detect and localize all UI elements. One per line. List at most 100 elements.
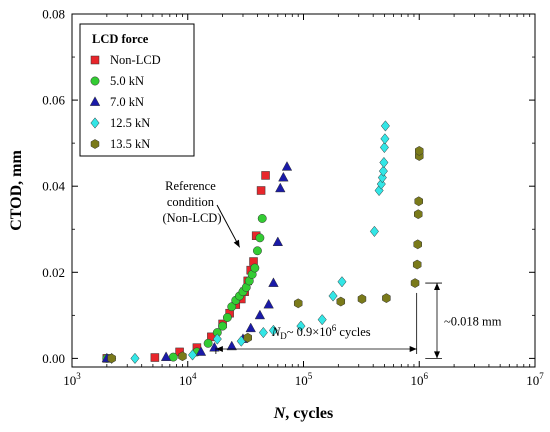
legend-label: Non-LCD [110, 53, 161, 67]
data-point [150, 353, 160, 362]
data-point [252, 246, 262, 256]
y-tick-label: 0.08 [42, 7, 65, 22]
data-point [379, 141, 389, 154]
data-point [382, 293, 391, 304]
y-tick-label: 0.00 [42, 351, 65, 366]
x-axis-title: N, cycles [273, 405, 334, 422]
data-point [203, 338, 213, 348]
data-point [243, 332, 252, 343]
axis-ticks [71, 13, 536, 367]
data-point [369, 225, 379, 237]
x-tick-exponent: 3 [76, 371, 81, 381]
reference-arrowhead [233, 239, 240, 248]
data-point [256, 186, 266, 195]
data-point [336, 296, 346, 307]
data-point [413, 239, 422, 250]
reference-condition-label: Reference condition (Non-LCD) [162, 179, 221, 225]
nd-subscript: D [280, 331, 287, 341]
reference-line-3: (Non-LCD) [162, 211, 221, 225]
x-tick-base: 10 [411, 373, 424, 388]
x-tick-label: 103 [63, 371, 81, 388]
legend-items: Non-LCD 5.0 kN 7.0 kN 12.5 kN 13.5 kN [89, 53, 161, 151]
nd-value: ~ 0.9×10 [287, 325, 332, 339]
data-point [263, 298, 274, 309]
nd-exponent: 6 [332, 323, 337, 333]
data-point [357, 294, 367, 304]
legend-title: LCD force [92, 32, 149, 46]
data-point [272, 236, 284, 247]
legend-item: 12.5 kN [90, 116, 150, 130]
data-point [380, 120, 390, 132]
data-point [245, 322, 256, 333]
data-point [278, 171, 289, 182]
legend-label: 13.5 kN [110, 137, 150, 151]
y-tick-label: 0.02 [42, 265, 65, 280]
data-point [415, 146, 424, 156]
data-point [337, 276, 347, 288]
legend-item: 7.0 kN [89, 95, 144, 109]
data-point [414, 209, 423, 220]
data-point [227, 302, 237, 312]
legend-box [79, 23, 195, 157]
data-point [257, 214, 267, 223]
ctod-arrowhead-bottom [434, 351, 440, 359]
x-tick-base: 10 [179, 373, 192, 388]
data-point [379, 156, 389, 169]
x-tick-exponent: 6 [424, 371, 429, 381]
data-point [414, 196, 423, 207]
data-point [378, 165, 388, 177]
data-marks [101, 120, 424, 364]
legend: LCD force Non-LCD 5.0 kN 7.0 kN 12.5 kN 13.5… [79, 23, 195, 157]
x-tick-base: 10 [63, 373, 76, 388]
data-point [296, 320, 306, 332]
data-point [178, 351, 187, 362]
x-tick-exponent: 5 [308, 371, 313, 381]
data-point [268, 277, 279, 287]
y-axis-title: CTOD, mm [8, 150, 25, 231]
data-point [317, 314, 327, 326]
series-13-5-kn [107, 146, 424, 364]
legend-marker [90, 139, 100, 149]
data-point [218, 321, 228, 331]
x-axis-title-variable: N [273, 405, 287, 422]
ctod-span-label: ~0.018 mm [444, 315, 502, 329]
x-tick-exponent: 4 [192, 371, 197, 381]
reference-arrow [216, 204, 241, 248]
data-point [255, 233, 265, 243]
legend-item: Non-LCD [90, 53, 161, 67]
nd-arrowhead-right [409, 346, 417, 352]
legend-label: 7.0 kN [110, 95, 144, 109]
legend-marker [89, 96, 101, 106]
data-point [268, 324, 278, 337]
data-point [250, 263, 260, 273]
legend-marker [90, 76, 100, 86]
annotations: Reference condition (Non-LCD) ND~ 0.9×10… [162, 179, 502, 359]
x-tick-label: 104 [179, 371, 197, 388]
legend-label: 12.5 kN [110, 116, 150, 130]
nd-unit: cycles [336, 325, 370, 339]
reference-line-2: condition [167, 195, 215, 209]
data-point [130, 352, 140, 364]
data-point [328, 290, 338, 302]
data-point [212, 333, 222, 345]
reference-line-1: Reference [165, 179, 216, 193]
x-tick-label: 106 [411, 371, 429, 388]
data-point [107, 353, 116, 364]
legend-item: 13.5 kN [90, 137, 150, 151]
ctod-arrowhead-top [434, 283, 440, 291]
data-point [410, 278, 420, 288]
x-axis-title-unit: , cycles [285, 405, 333, 422]
legend-marker [90, 117, 100, 129]
y-tick-label: 0.06 [42, 93, 65, 108]
x-tick-label: 107 [526, 371, 544, 388]
series-7-0-kn [101, 161, 293, 363]
legend-marker [90, 55, 100, 65]
data-point [258, 326, 268, 339]
data-point [160, 351, 172, 361]
data-point [222, 313, 232, 322]
data-point [380, 133, 390, 145]
data-point [188, 349, 198, 361]
legend-label: 5.0 kN [110, 74, 144, 88]
